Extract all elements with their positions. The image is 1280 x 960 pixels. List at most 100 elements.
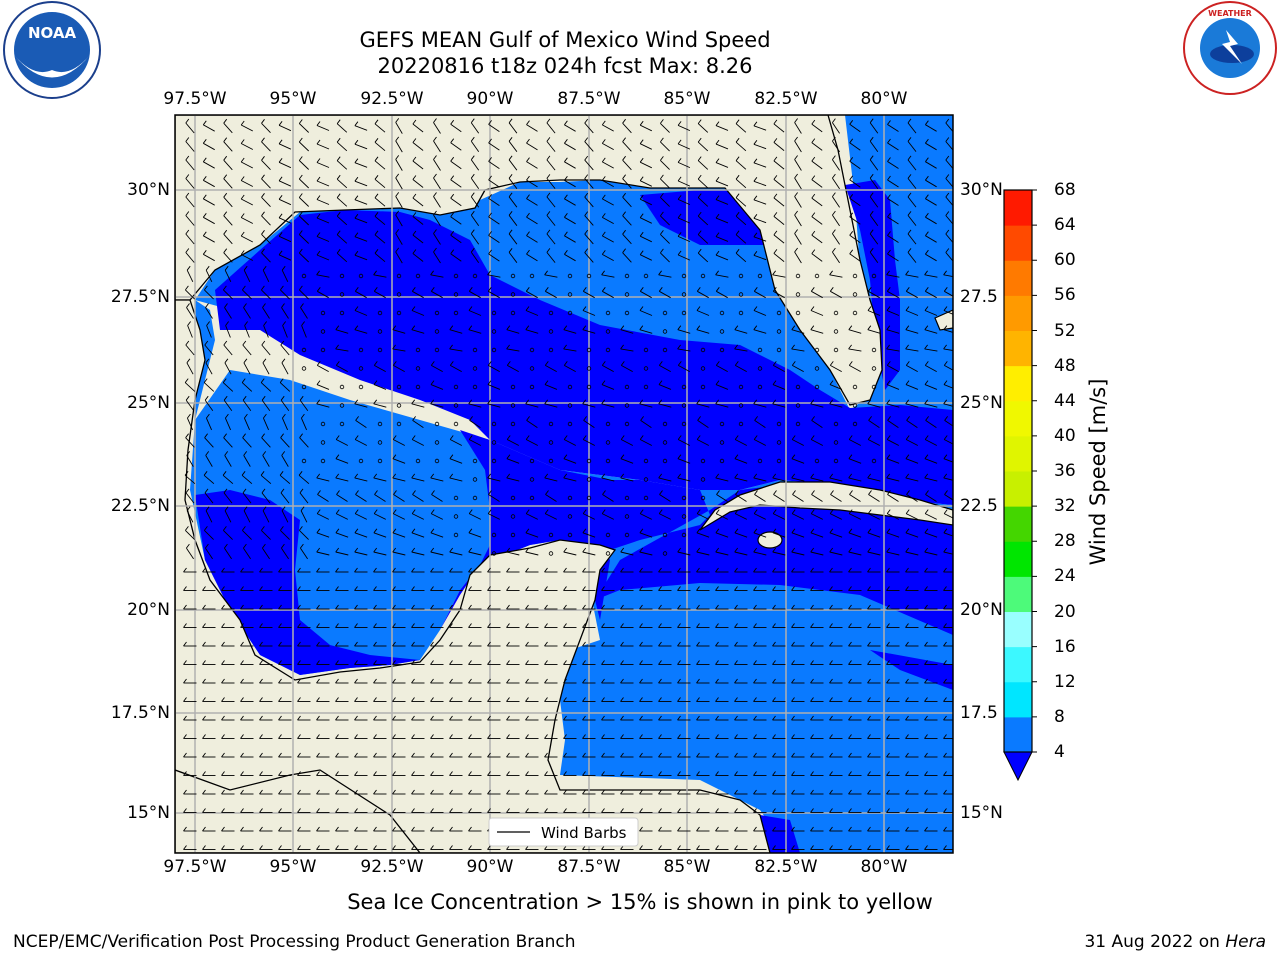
wind-barb-flag xyxy=(886,567,890,573)
wind-barb xyxy=(621,365,633,372)
wind-barb-flag xyxy=(905,771,909,776)
calm-barb xyxy=(681,310,687,316)
wind-barb xyxy=(488,179,500,188)
wind-barb-flag xyxy=(791,567,795,573)
wind-barb-flag xyxy=(869,173,874,179)
wind-barb-flag xyxy=(506,678,510,684)
calm-barb xyxy=(453,384,459,390)
wind-barb-flag xyxy=(887,249,891,255)
wind-barb-flag xyxy=(622,192,626,198)
wind-barb xyxy=(848,439,862,446)
wind-barb xyxy=(622,196,632,208)
wind-barb-flag xyxy=(316,547,321,553)
wind-barb-flag xyxy=(316,232,321,237)
wind-barb xyxy=(791,477,805,482)
calm-barb xyxy=(586,273,592,279)
wind-barb xyxy=(905,348,919,352)
wind-barb-flag xyxy=(677,344,681,350)
wind-barb xyxy=(222,474,234,485)
wind-barb-flag xyxy=(223,155,228,161)
wind-barb xyxy=(943,403,953,407)
wind-barb-flag xyxy=(335,623,339,628)
wind-barb-flag xyxy=(449,473,454,479)
wind-barb-flag xyxy=(582,586,586,591)
wind-barb xyxy=(243,270,251,282)
wind-barb xyxy=(392,439,406,446)
wind-barb xyxy=(905,513,919,520)
wind-barb-flag xyxy=(544,678,548,684)
wind-barb-flag xyxy=(261,285,265,291)
wind-barb-flag xyxy=(905,845,909,850)
wind-barb-flag xyxy=(223,229,228,235)
wind-barb-flag xyxy=(832,210,836,216)
wind-barb-flag xyxy=(544,473,549,479)
calm-barb xyxy=(643,273,649,279)
wind-barb-flag xyxy=(373,567,377,573)
wind-barb xyxy=(373,274,387,278)
wind-barb-flag xyxy=(945,118,950,124)
calm-barb xyxy=(624,532,630,538)
calm-barb xyxy=(301,347,307,353)
wind-barb-flag xyxy=(734,845,738,850)
wind-barb-flag xyxy=(392,715,396,721)
wind-barb-flag xyxy=(449,454,454,459)
wind-barb-flag xyxy=(848,678,852,684)
wind-barb-flag xyxy=(639,231,644,237)
calm-barb xyxy=(719,421,725,427)
calm-barb xyxy=(491,329,497,334)
wind-barb-flag xyxy=(430,826,434,832)
wind-barb xyxy=(224,510,232,523)
wind-barb-flag xyxy=(392,808,396,813)
wind-barb-flag xyxy=(905,325,910,330)
wind-barb-flag xyxy=(564,120,568,126)
wind-barb-flag xyxy=(335,586,339,591)
wind-barb-flag xyxy=(433,136,437,142)
wind-barb-flag xyxy=(639,752,643,758)
wind-barb-flag xyxy=(563,361,568,366)
wind-barb-flag xyxy=(696,306,701,311)
wind-barb-flag xyxy=(810,734,814,739)
calm-barb xyxy=(795,403,801,408)
wind-barb-flag xyxy=(601,697,605,702)
wind-barb xyxy=(660,123,670,133)
wind-barb xyxy=(488,235,500,243)
wind-barb-flag xyxy=(240,586,244,591)
wind-barb-flag xyxy=(829,752,833,758)
wind-barb xyxy=(204,492,214,504)
wind-barb xyxy=(260,382,272,392)
wind-barb xyxy=(544,513,558,520)
wind-barb-flag xyxy=(221,604,225,610)
wind-barb xyxy=(185,492,195,504)
calm-barb xyxy=(757,347,763,353)
wind-barb-flag xyxy=(924,344,928,350)
wind-barb-flag xyxy=(335,454,340,459)
calm-barb xyxy=(681,514,687,519)
calm-barb xyxy=(472,477,478,482)
wind-barb xyxy=(602,198,614,206)
wind-barb xyxy=(753,180,767,187)
wind-barb xyxy=(753,143,767,150)
wind-barb xyxy=(261,399,271,412)
wind-barb xyxy=(715,403,729,408)
wind-barb xyxy=(468,551,482,556)
wind-barb-flag xyxy=(660,174,664,180)
wind-barb xyxy=(584,141,594,152)
wind-barb-flag xyxy=(449,660,453,665)
wind-barb-flag xyxy=(335,361,340,366)
wind-barb-flag xyxy=(677,678,681,684)
wind-barb-flag xyxy=(907,229,912,235)
wind-barb xyxy=(433,140,441,153)
wind-barb-flag xyxy=(924,623,928,628)
wind-barb-flag xyxy=(887,138,891,144)
wind-barb xyxy=(905,532,919,538)
wind-barb-flag xyxy=(354,715,358,721)
wind-barb xyxy=(791,439,805,446)
wind-barb-flag xyxy=(924,586,928,591)
wind-barb xyxy=(639,551,653,556)
wind-barb xyxy=(316,199,330,205)
wind-barb xyxy=(925,198,937,206)
wind-barb-flag xyxy=(525,641,529,647)
wind-barb-flag xyxy=(677,660,681,665)
legend-label: Wind Barbs xyxy=(541,824,627,842)
wind-barb-flag xyxy=(907,211,912,216)
